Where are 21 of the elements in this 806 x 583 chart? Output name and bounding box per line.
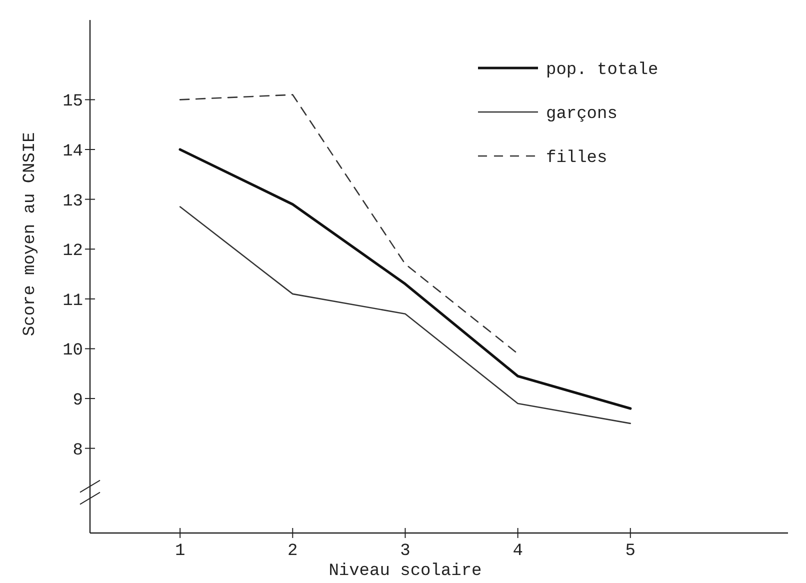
x-axis-title: Niveau scolaire <box>328 562 482 581</box>
y-tick-label: 12 <box>62 242 83 262</box>
y-axis-title: Score moyen au CNSIE <box>21 132 40 336</box>
x-tick-label: 3 <box>400 542 410 561</box>
line-series <box>178 148 632 410</box>
x-tick-label: 2 <box>288 542 298 561</box>
legend-label: filles <box>546 148 608 168</box>
y-tick-label: 11 <box>62 292 83 311</box>
y-tick-label: 13 <box>62 192 83 212</box>
y-tick-label: 9 <box>72 391 83 410</box>
y-tick-label: 15 <box>62 92 83 112</box>
line-series <box>179 94 518 354</box>
y-tick-label: 8 <box>72 441 83 460</box>
legend-label: garçons <box>546 104 618 124</box>
y-tick-label: 10 <box>62 342 83 361</box>
x-tick-label: 5 <box>625 542 636 561</box>
x-tick-label: 4 <box>512 542 523 561</box>
x-tick-label: 1 <box>174 542 186 561</box>
line-series <box>179 206 632 424</box>
legend-label: pop. totale <box>546 60 658 80</box>
y-tick-label: 14 <box>62 142 83 162</box>
